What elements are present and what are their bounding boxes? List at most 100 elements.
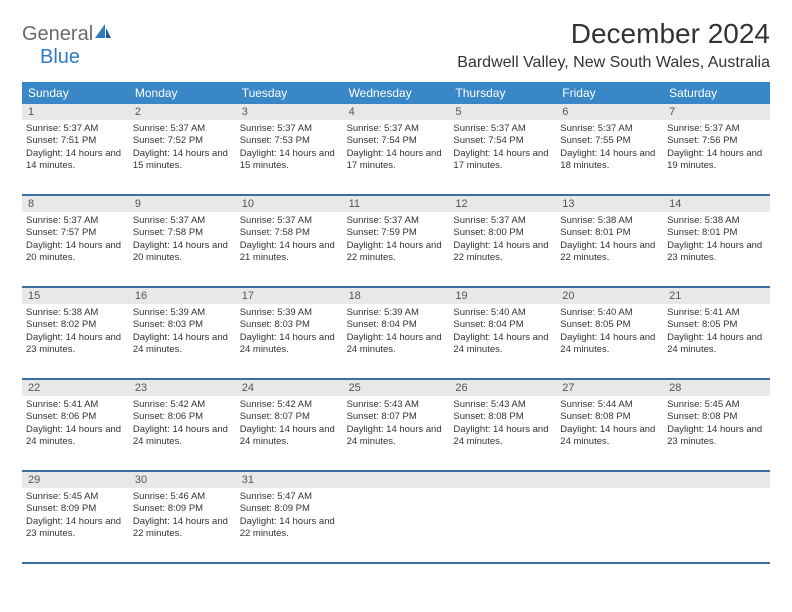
day-details: Sunrise: 5:37 AMSunset: 7:57 PMDaylight:… <box>26 215 125 264</box>
day-number: 7 <box>663 104 770 120</box>
day-cell: Sunrise: 5:45 AMSunset: 8:09 PMDaylight:… <box>22 488 129 562</box>
day-headers-row: SundayMondayTuesdayWednesdayThursdayFrid… <box>22 82 770 104</box>
day-number: 26 <box>449 380 556 396</box>
title-block: December 2024 Bardwell Valley, New South… <box>457 18 770 72</box>
day-details: Sunrise: 5:38 AMSunset: 8:01 PMDaylight:… <box>667 215 766 264</box>
day-number: 20 <box>556 288 663 304</box>
day-details: Sunrise: 5:39 AMSunset: 8:03 PMDaylight:… <box>133 307 232 356</box>
day-number: 25 <box>343 380 450 396</box>
day-cell: Sunrise: 5:47 AMSunset: 8:09 PMDaylight:… <box>236 488 343 562</box>
day-header: Friday <box>556 82 663 104</box>
day-number: 22 <box>22 380 129 396</box>
day-header: Thursday <box>449 82 556 104</box>
day-cell: Sunrise: 5:37 AMSunset: 7:51 PMDaylight:… <box>22 120 129 194</box>
day-number: 31 <box>236 472 343 488</box>
day-number: 5 <box>449 104 556 120</box>
day-cell: Sunrise: 5:38 AMSunset: 8:01 PMDaylight:… <box>556 212 663 286</box>
day-cell: Sunrise: 5:39 AMSunset: 8:04 PMDaylight:… <box>343 304 450 378</box>
day-number: 19 <box>449 288 556 304</box>
day-details: Sunrise: 5:37 AMSunset: 7:55 PMDaylight:… <box>560 123 659 172</box>
day-header: Wednesday <box>343 82 450 104</box>
day-number <box>556 472 663 488</box>
day-cell: Sunrise: 5:37 AMSunset: 8:00 PMDaylight:… <box>449 212 556 286</box>
day-cell: Sunrise: 5:37 AMSunset: 7:57 PMDaylight:… <box>22 212 129 286</box>
day-number <box>343 472 450 488</box>
day-number: 17 <box>236 288 343 304</box>
day-details: Sunrise: 5:37 AMSunset: 7:59 PMDaylight:… <box>347 215 446 264</box>
day-number: 29 <box>22 472 129 488</box>
day-cell: Sunrise: 5:37 AMSunset: 7:58 PMDaylight:… <box>129 212 236 286</box>
day-cell: Sunrise: 5:39 AMSunset: 8:03 PMDaylight:… <box>236 304 343 378</box>
day-details: Sunrise: 5:45 AMSunset: 8:09 PMDaylight:… <box>26 491 125 540</box>
day-header: Monday <box>129 82 236 104</box>
day-details: Sunrise: 5:37 AMSunset: 7:58 PMDaylight:… <box>133 215 232 264</box>
day-details: Sunrise: 5:42 AMSunset: 8:07 PMDaylight:… <box>240 399 339 448</box>
day-number: 2 <box>129 104 236 120</box>
day-cell: Sunrise: 5:41 AMSunset: 8:05 PMDaylight:… <box>663 304 770 378</box>
day-header: Tuesday <box>236 82 343 104</box>
week-row: Sunrise: 5:37 AMSunset: 7:51 PMDaylight:… <box>22 120 770 196</box>
header: General Blue December 2024 Bardwell Vall… <box>22 18 770 72</box>
month-title: December 2024 <box>457 18 770 50</box>
day-cell: Sunrise: 5:37 AMSunset: 7:58 PMDaylight:… <box>236 212 343 286</box>
day-number: 3 <box>236 104 343 120</box>
day-cell: Sunrise: 5:43 AMSunset: 8:07 PMDaylight:… <box>343 396 450 470</box>
day-details: Sunrise: 5:40 AMSunset: 8:05 PMDaylight:… <box>560 307 659 356</box>
day-details: Sunrise: 5:42 AMSunset: 8:06 PMDaylight:… <box>133 399 232 448</box>
location: Bardwell Valley, New South Wales, Austra… <box>457 54 770 72</box>
day-cell: Sunrise: 5:37 AMSunset: 7:54 PMDaylight:… <box>343 120 450 194</box>
day-details: Sunrise: 5:37 AMSunset: 7:58 PMDaylight:… <box>240 215 339 264</box>
week-row: Sunrise: 5:41 AMSunset: 8:06 PMDaylight:… <box>22 396 770 472</box>
day-details: Sunrise: 5:40 AMSunset: 8:04 PMDaylight:… <box>453 307 552 356</box>
day-number: 21 <box>663 288 770 304</box>
day-cell: Sunrise: 5:43 AMSunset: 8:08 PMDaylight:… <box>449 396 556 470</box>
day-header: Saturday <box>663 82 770 104</box>
day-number: 30 <box>129 472 236 488</box>
day-number: 13 <box>556 196 663 212</box>
day-cell: Sunrise: 5:42 AMSunset: 8:06 PMDaylight:… <box>129 396 236 470</box>
logo-text-general: General <box>22 23 93 45</box>
day-details: Sunrise: 5:43 AMSunset: 8:07 PMDaylight:… <box>347 399 446 448</box>
day-details: Sunrise: 5:41 AMSunset: 8:05 PMDaylight:… <box>667 307 766 356</box>
day-number: 16 <box>129 288 236 304</box>
day-cell <box>343 488 450 562</box>
day-cell <box>556 488 663 562</box>
daynum-row: 293031 <box>22 472 770 488</box>
calendar: SundayMondayTuesdayWednesdayThursdayFrid… <box>22 82 770 564</box>
day-details: Sunrise: 5:41 AMSunset: 8:06 PMDaylight:… <box>26 399 125 448</box>
day-number: 12 <box>449 196 556 212</box>
day-details: Sunrise: 5:45 AMSunset: 8:08 PMDaylight:… <box>667 399 766 448</box>
day-cell: Sunrise: 5:37 AMSunset: 7:56 PMDaylight:… <box>663 120 770 194</box>
daynum-row: 1234567 <box>22 104 770 120</box>
day-details: Sunrise: 5:46 AMSunset: 8:09 PMDaylight:… <box>133 491 232 540</box>
day-details: Sunrise: 5:44 AMSunset: 8:08 PMDaylight:… <box>560 399 659 448</box>
day-number: 10 <box>236 196 343 212</box>
logo-text-blue: Blue <box>22 46 80 68</box>
day-details: Sunrise: 5:43 AMSunset: 8:08 PMDaylight:… <box>453 399 552 448</box>
day-details: Sunrise: 5:39 AMSunset: 8:03 PMDaylight:… <box>240 307 339 356</box>
day-number: 9 <box>129 196 236 212</box>
day-details: Sunrise: 5:37 AMSunset: 7:54 PMDaylight:… <box>347 123 446 172</box>
day-details: Sunrise: 5:38 AMSunset: 8:02 PMDaylight:… <box>26 307 125 356</box>
day-cell: Sunrise: 5:45 AMSunset: 8:08 PMDaylight:… <box>663 396 770 470</box>
day-number: 28 <box>663 380 770 396</box>
day-details: Sunrise: 5:37 AMSunset: 7:53 PMDaylight:… <box>240 123 339 172</box>
day-cell <box>663 488 770 562</box>
day-number: 24 <box>236 380 343 396</box>
day-number: 27 <box>556 380 663 396</box>
day-cell: Sunrise: 5:40 AMSunset: 8:05 PMDaylight:… <box>556 304 663 378</box>
day-cell: Sunrise: 5:38 AMSunset: 8:02 PMDaylight:… <box>22 304 129 378</box>
day-number: 14 <box>663 196 770 212</box>
day-number: 18 <box>343 288 450 304</box>
day-number: 15 <box>22 288 129 304</box>
day-header: Sunday <box>22 82 129 104</box>
day-cell: Sunrise: 5:37 AMSunset: 7:54 PMDaylight:… <box>449 120 556 194</box>
day-cell: Sunrise: 5:37 AMSunset: 7:52 PMDaylight:… <box>129 120 236 194</box>
week-row: Sunrise: 5:37 AMSunset: 7:57 PMDaylight:… <box>22 212 770 288</box>
day-details: Sunrise: 5:37 AMSunset: 7:52 PMDaylight:… <box>133 123 232 172</box>
day-number <box>449 472 556 488</box>
day-cell: Sunrise: 5:37 AMSunset: 7:55 PMDaylight:… <box>556 120 663 194</box>
day-cell: Sunrise: 5:38 AMSunset: 8:01 PMDaylight:… <box>663 212 770 286</box>
day-number: 8 <box>22 196 129 212</box>
daynum-row: 891011121314 <box>22 196 770 212</box>
